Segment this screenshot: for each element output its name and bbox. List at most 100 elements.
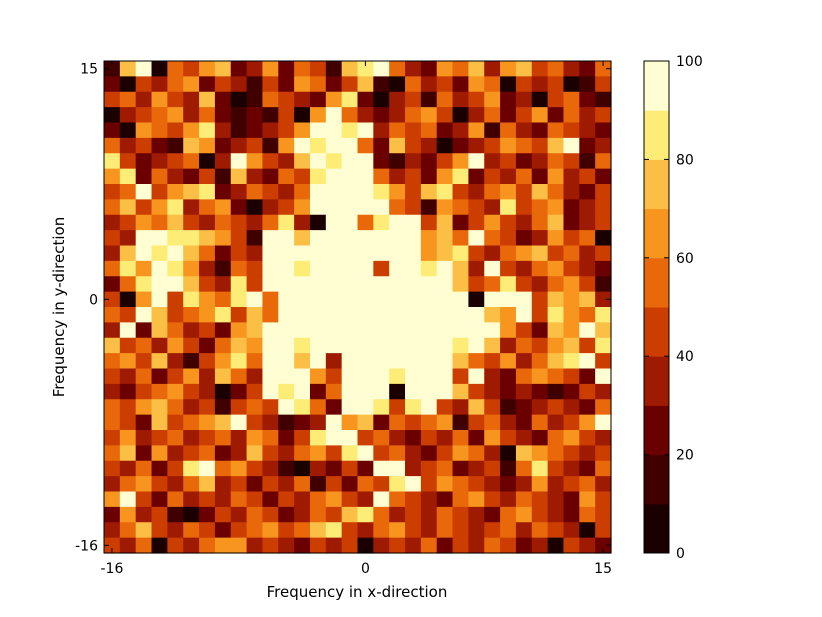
colorbar-tick-label: 80 [676, 152, 694, 168]
heatmap-cell [135, 91, 153, 108]
heatmap-cell [294, 168, 311, 185]
heatmap-cell [183, 506, 200, 523]
heatmap-cell [452, 260, 469, 277]
heatmap-cell [563, 168, 580, 185]
heatmap-cell [405, 291, 422, 308]
heatmap-cell [262, 91, 279, 108]
heatmap-cell [515, 276, 533, 293]
heatmap-cell [436, 506, 454, 523]
heatmap-cell [420, 522, 438, 539]
heatmap-cell [547, 337, 565, 354]
heatmap-cell [405, 122, 422, 139]
heatmap-cell [547, 153, 565, 170]
heatmap-cell [135, 322, 153, 339]
heatmap-cell [183, 322, 200, 339]
heatmap-cell [151, 445, 168, 462]
heatmap-cell [563, 61, 580, 77]
heatmap-cell [183, 445, 200, 462]
heatmap-cell [104, 107, 121, 124]
heatmap-cell [389, 460, 406, 477]
heatmap-cell [341, 322, 359, 339]
heatmap-cell [230, 153, 248, 170]
heatmap-cell [325, 245, 343, 262]
heatmap-cell [595, 414, 612, 431]
heatmap-cell [104, 184, 121, 200]
heatmap-cell [135, 307, 153, 323]
heatmap-cell [325, 460, 343, 477]
heatmap-cell [135, 383, 153, 400]
heatmap-cell [246, 184, 264, 200]
heatmap-cell [373, 260, 390, 277]
heatmap-cell [167, 137, 184, 154]
heatmap-cell [579, 353, 596, 370]
heatmap-cell [214, 506, 232, 523]
colorbar-tick-label: 20 [676, 448, 694, 464]
heatmap-cell [119, 506, 137, 523]
heatmap-cell [167, 476, 184, 493]
heatmap-cell [199, 276, 216, 293]
heatmap-cell [246, 214, 264, 231]
heatmap-cell [230, 353, 248, 370]
heatmap-cell [436, 476, 454, 493]
heatmap-cell [214, 107, 232, 124]
heatmap-cell [500, 199, 517, 216]
heatmap-cell [262, 537, 279, 554]
heatmap-cell [309, 245, 327, 262]
colorbar-tick-label: 40 [676, 349, 694, 365]
heatmap-cell [262, 291, 279, 308]
heatmap-cell [531, 337, 549, 354]
heatmap-cell [515, 337, 533, 354]
heatmap-cell [420, 245, 438, 262]
heatmap-cell [309, 137, 327, 154]
heatmap-cell [183, 168, 200, 185]
heatmap-cell [325, 214, 343, 231]
heatmap-cell [104, 291, 121, 308]
heatmap-cell [119, 276, 137, 293]
heatmap-cell [563, 245, 580, 262]
heatmap-cell [167, 322, 184, 339]
heatmap-cell [341, 445, 359, 462]
heatmap-cell [294, 491, 311, 508]
heatmap-cell [341, 307, 359, 323]
heatmap-cell [452, 276, 469, 293]
heatmap-cell [389, 383, 406, 400]
heatmap-cell [294, 199, 311, 216]
heatmap-cell [420, 107, 438, 124]
heatmap-cell [214, 291, 232, 308]
heatmap-cell [183, 537, 200, 554]
heatmap-cell [452, 214, 469, 231]
heatmap-cell [563, 122, 580, 139]
heatmap-cell [294, 445, 311, 462]
heatmap-cell [579, 184, 596, 200]
heatmap-cell [500, 414, 517, 431]
heatmap-cell [468, 491, 485, 508]
heatmap-cell [135, 368, 153, 385]
heatmap-cell [151, 122, 168, 139]
heatmap-cell [579, 460, 596, 477]
heatmap-cell [373, 476, 390, 493]
heatmap-cell [199, 537, 216, 554]
x-tick-label: 0 [361, 561, 370, 577]
heatmap-cell [230, 168, 248, 185]
heatmap-cell [420, 76, 438, 93]
heatmap-cell [309, 122, 327, 139]
heatmap-cell [246, 291, 264, 308]
heatmap-cell [294, 414, 311, 431]
heatmap-cell [341, 214, 359, 231]
heatmap-cell [214, 61, 232, 77]
heatmap-cell [389, 491, 406, 508]
heatmap-cell [500, 122, 517, 139]
heatmap-cell [452, 153, 469, 170]
heatmap-cell [119, 199, 137, 216]
heatmap-cell [389, 522, 406, 539]
heatmap-cell [515, 307, 533, 323]
heatmap-cell [262, 76, 279, 93]
heatmap-cell [119, 260, 137, 277]
heatmap-cell [405, 91, 422, 108]
heatmap-cell [325, 276, 343, 293]
heatmap-cell [515, 214, 533, 231]
heatmap-cell [452, 430, 469, 446]
heatmap-cell [309, 307, 327, 323]
heatmap-cell [579, 91, 596, 108]
heatmap-cell [452, 537, 469, 554]
